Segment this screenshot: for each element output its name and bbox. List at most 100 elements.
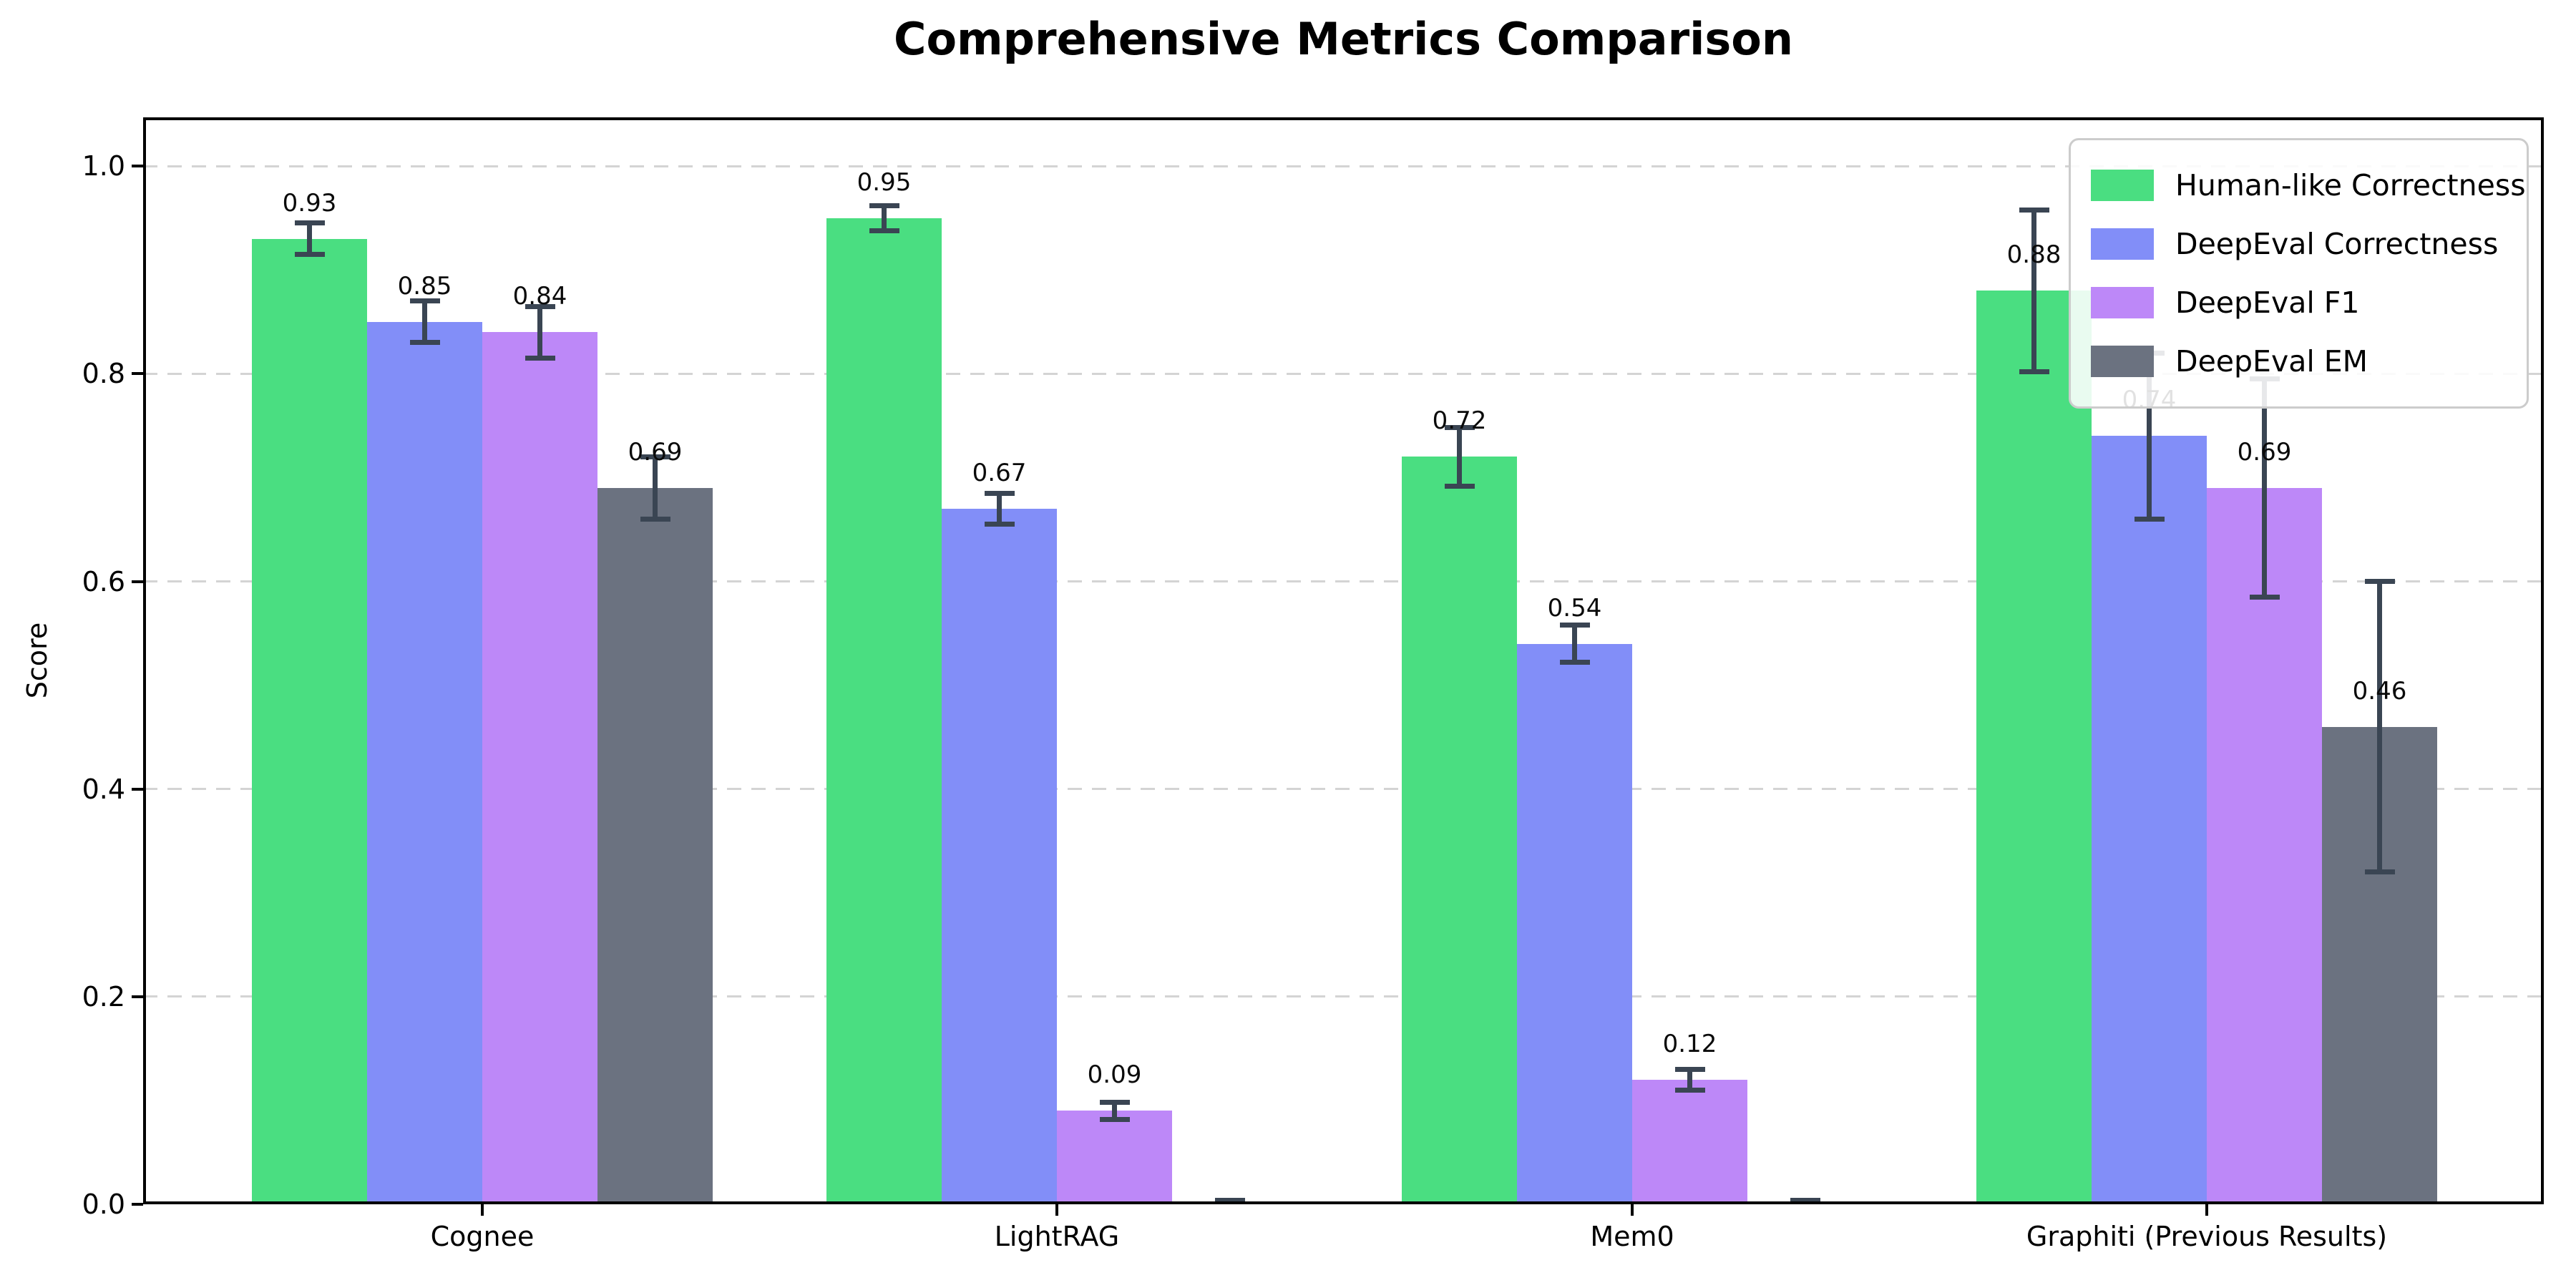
error-bar-cap-bottom (2364, 869, 2395, 875)
error-bar-cap-bottom (984, 522, 1015, 527)
error-bar (2031, 210, 2036, 372)
x-tick-3 (1631, 1204, 1634, 1216)
y-tick-label: 0.8 (82, 358, 125, 390)
y-tick-0.2 (132, 995, 143, 998)
x-tick-label-1: Cognee (430, 1221, 535, 1252)
legend-item-deepeval-em: DeepEval EM (2091, 332, 2527, 391)
error-bar-cap-bottom (409, 340, 440, 346)
legend-swatch (2091, 228, 2154, 260)
bar-deepeval-f1-1 (482, 332, 597, 1204)
error-bar-cap-top (1790, 1197, 1820, 1203)
legend-item-deepeval-correctness: DeepEval Correctness (2091, 215, 2527, 273)
x-tick-1 (481, 1204, 484, 1216)
error-bar (653, 457, 658, 519)
error-bar (1572, 625, 1577, 663)
error-bar-cap-bottom (1444, 483, 1475, 489)
error-bar (2147, 353, 2152, 519)
bar-deepeval-em-1 (597, 487, 713, 1204)
error-bar-cap-bottom (294, 252, 325, 257)
legend-swatch (2091, 346, 2154, 377)
y-tick-label: 0.6 (82, 565, 125, 597)
y-tick-0.8 (132, 372, 143, 376)
error-bar-cap-bottom (2019, 369, 2049, 374)
bar-value-label: 0.54 (1547, 593, 1602, 623)
error-bar-cap-top (1674, 1066, 1705, 1072)
error-bar-cap-bottom (1559, 660, 1590, 665)
x-tick-label-4: Graphiti (Previous Results) (2026, 1221, 2388, 1252)
error-bar (422, 301, 427, 343)
error-bar (307, 223, 312, 255)
x-tick-2 (1055, 1204, 1058, 1216)
bar-value-label: 0.88 (2006, 240, 2062, 270)
legend-label: DeepEval F1 (2175, 286, 2360, 320)
error-bar-cap-top (1099, 1100, 1130, 1106)
error-bar-cap-bottom (525, 356, 555, 361)
error-bar-cap-top (2364, 579, 2395, 584)
error-bar (997, 493, 1002, 525)
bar-value-label: 0.12 (1662, 1029, 1717, 1058)
gridline-0.2 (143, 995, 2544, 998)
gridline-0.6 (143, 580, 2544, 582)
y-tick-label: 0.4 (82, 773, 125, 805)
error-bar-cap-top (1559, 622, 1590, 628)
legend-item-human-like-correctness: Human-like Correctness (2091, 156, 2527, 215)
error-bar-cap-bottom (2134, 516, 2165, 522)
legend-swatch (2091, 287, 2154, 318)
error-bar-cap-bottom (1099, 1116, 1130, 1122)
y-tick-0.6 (132, 580, 143, 583)
error-bar-cap-bottom (1674, 1087, 1705, 1093)
gridline-1.0 (143, 165, 2544, 167)
bar-value-label: 0.84 (512, 282, 567, 311)
x-tick-label-2: LightRAG (994, 1221, 1120, 1252)
error-bar-cap-top (1214, 1197, 1245, 1203)
error-bar-cap-bottom (2249, 594, 2280, 600)
y-tick-0.4 (132, 787, 143, 791)
error-bar-cap-top (984, 490, 1015, 496)
chart-title: Comprehensive Metrics Comparison (893, 13, 1794, 65)
error-bar-cap-top (2019, 207, 2049, 213)
y-tick-label: 0.2 (82, 980, 125, 1013)
error-bar (882, 205, 887, 231)
legend-label: Human-like Correctness (2175, 168, 2526, 203)
error-bar (2262, 379, 2267, 597)
gridline-0.8 (143, 372, 2544, 375)
plot-area (143, 117, 2544, 1204)
error-bar-cap-top (525, 303, 555, 309)
error-bar-cap-bottom (640, 516, 670, 522)
y-tick-0.0 (132, 1203, 143, 1206)
bar-deepeval-correctness-1 (367, 321, 482, 1204)
error-bar-cap-top (409, 298, 440, 304)
bar-value-label: 0.46 (2352, 676, 2407, 706)
error-bar (1687, 1069, 1692, 1091)
error-bar-cap-top (640, 454, 670, 459)
legend-label: DeepEval EM (2175, 344, 2368, 379)
legend-item-deepeval-f1: DeepEval F1 (2091, 273, 2527, 332)
bar-human-like-correctness-3 (1402, 457, 1517, 1204)
error-bar-cap-top (1444, 425, 1475, 431)
error-bar-cap-top (869, 203, 899, 208)
error-bar (537, 306, 542, 358)
bar-value-label: 0.95 (857, 167, 912, 197)
bar-deepeval-f1-3 (1632, 1079, 1747, 1204)
bar-human-like-correctness-4 (1976, 291, 2092, 1204)
legend-label: DeepEval Correctness (2175, 227, 2499, 261)
bar-value-label: 0.09 (1087, 1060, 1142, 1090)
bar-value-label: 0.67 (972, 458, 1027, 487)
bar-deepeval-correctness-2 (942, 508, 1057, 1204)
y-tick-label: 0.0 (82, 1189, 125, 1220)
bar-deepeval-correctness-3 (1517, 643, 1632, 1204)
legend-swatch (2091, 170, 2154, 201)
error-bar (1112, 1102, 1117, 1120)
bar-value-label: 0.93 (282, 188, 337, 218)
gridline-0.4 (143, 788, 2544, 791)
error-bar-cap-top (294, 220, 325, 226)
bar-deepeval-correctness-4 (2092, 436, 2207, 1204)
error-bar (2377, 581, 2382, 872)
y-axis-label: Score (21, 622, 53, 699)
bar-value-label: 0.69 (628, 437, 683, 467)
bar-value-label: 0.85 (397, 271, 452, 301)
y-tick-label: 1.0 (82, 150, 125, 182)
error-bar (1457, 427, 1462, 487)
x-tick-4 (2205, 1204, 2208, 1216)
